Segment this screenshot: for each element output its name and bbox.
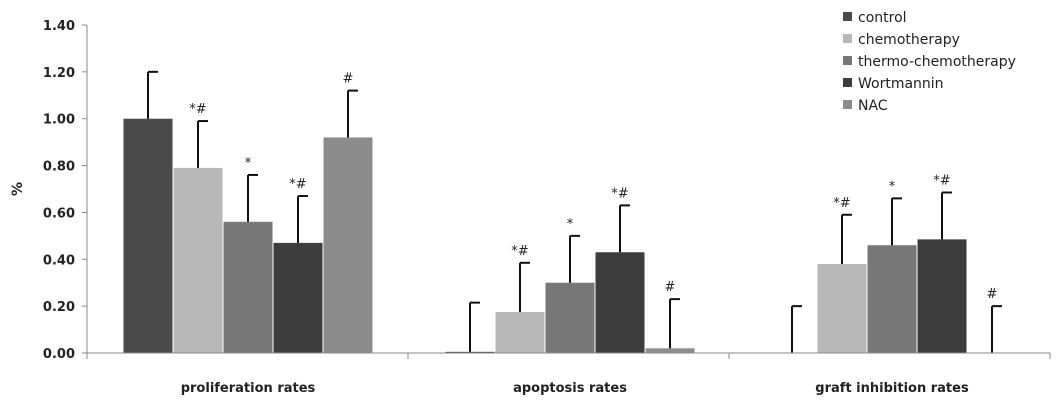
x-category-label: apoptosis rates xyxy=(513,381,627,396)
significance-mark: *# xyxy=(289,177,306,192)
legend-label: thermo-chemotherapy xyxy=(858,54,1016,70)
legend-label: Wortmannin xyxy=(858,76,944,92)
significance-mark: *# xyxy=(833,196,850,211)
bar-thermo-chemotherapy-0 xyxy=(223,221,273,353)
bar-chemotherapy-0 xyxy=(173,167,223,353)
y-tick-label: 0.80 xyxy=(43,160,75,175)
legend-label: control xyxy=(858,10,907,26)
bar-wortmannin-2 xyxy=(917,239,967,353)
x-category-label: graft inhibition rates xyxy=(815,381,969,396)
legend-swatch xyxy=(843,78,852,87)
y-tick-label: 1.00 xyxy=(43,113,75,128)
bar-control-0 xyxy=(123,118,173,353)
significance-mark: # xyxy=(665,280,676,295)
bar-thermo-chemotherapy-1 xyxy=(545,282,595,353)
significance-mark: *# xyxy=(933,174,950,189)
significance-mark: *# xyxy=(511,244,528,259)
significance-mark: * xyxy=(889,179,896,194)
bar-control-1 xyxy=(445,351,495,353)
x-axis: proliferation rates apoptosis rates graft … xyxy=(86,352,1051,396)
y-tick-label: 0.40 xyxy=(43,253,75,268)
bar-wortmannin-1 xyxy=(595,252,645,353)
y-tick-label: 0.20 xyxy=(43,300,75,315)
legend-swatch xyxy=(843,34,852,43)
bar-chemotherapy-2 xyxy=(817,263,867,353)
significance-annotations: *# *# *# * * * *# *# *# # # # xyxy=(189,72,997,303)
significance-mark: *# xyxy=(611,186,628,201)
y-tick-label: 1.20 xyxy=(43,66,75,81)
significance-mark: *# xyxy=(189,102,206,117)
significance-mark: # xyxy=(343,72,354,87)
bars xyxy=(123,118,967,353)
legend-swatch xyxy=(843,56,852,65)
bar-nac-1 xyxy=(645,348,695,353)
legend: control chemotherapy thermo-chemotherapy Wo… xyxy=(843,10,1016,114)
legend-swatch xyxy=(843,12,852,21)
legend-swatch xyxy=(843,100,852,109)
bar-thermo-chemotherapy-2 xyxy=(867,245,917,353)
significance-mark: # xyxy=(987,287,998,302)
legend-label: chemotherapy xyxy=(858,32,960,48)
bar-wortmannin-0 xyxy=(273,242,323,353)
bar-nac-0 xyxy=(323,137,373,353)
x-category-label: proliferation rates xyxy=(181,381,316,396)
bar-chemotherapy-1 xyxy=(495,312,545,353)
y-axis-label: % xyxy=(10,182,26,196)
y-axis: 0.00 0.20 0.40 0.60 0.80 1.00 1.20 1.40% xyxy=(10,19,88,362)
significance-mark: * xyxy=(567,217,574,232)
error-bars xyxy=(147,70,1002,353)
significance-mark: * xyxy=(245,156,252,171)
legend-label: NAC xyxy=(858,98,888,114)
y-tick-label: 1.40 xyxy=(43,19,75,34)
y-tick-label: 0.60 xyxy=(43,206,75,221)
y-tick-label: 0.00 xyxy=(43,347,75,362)
